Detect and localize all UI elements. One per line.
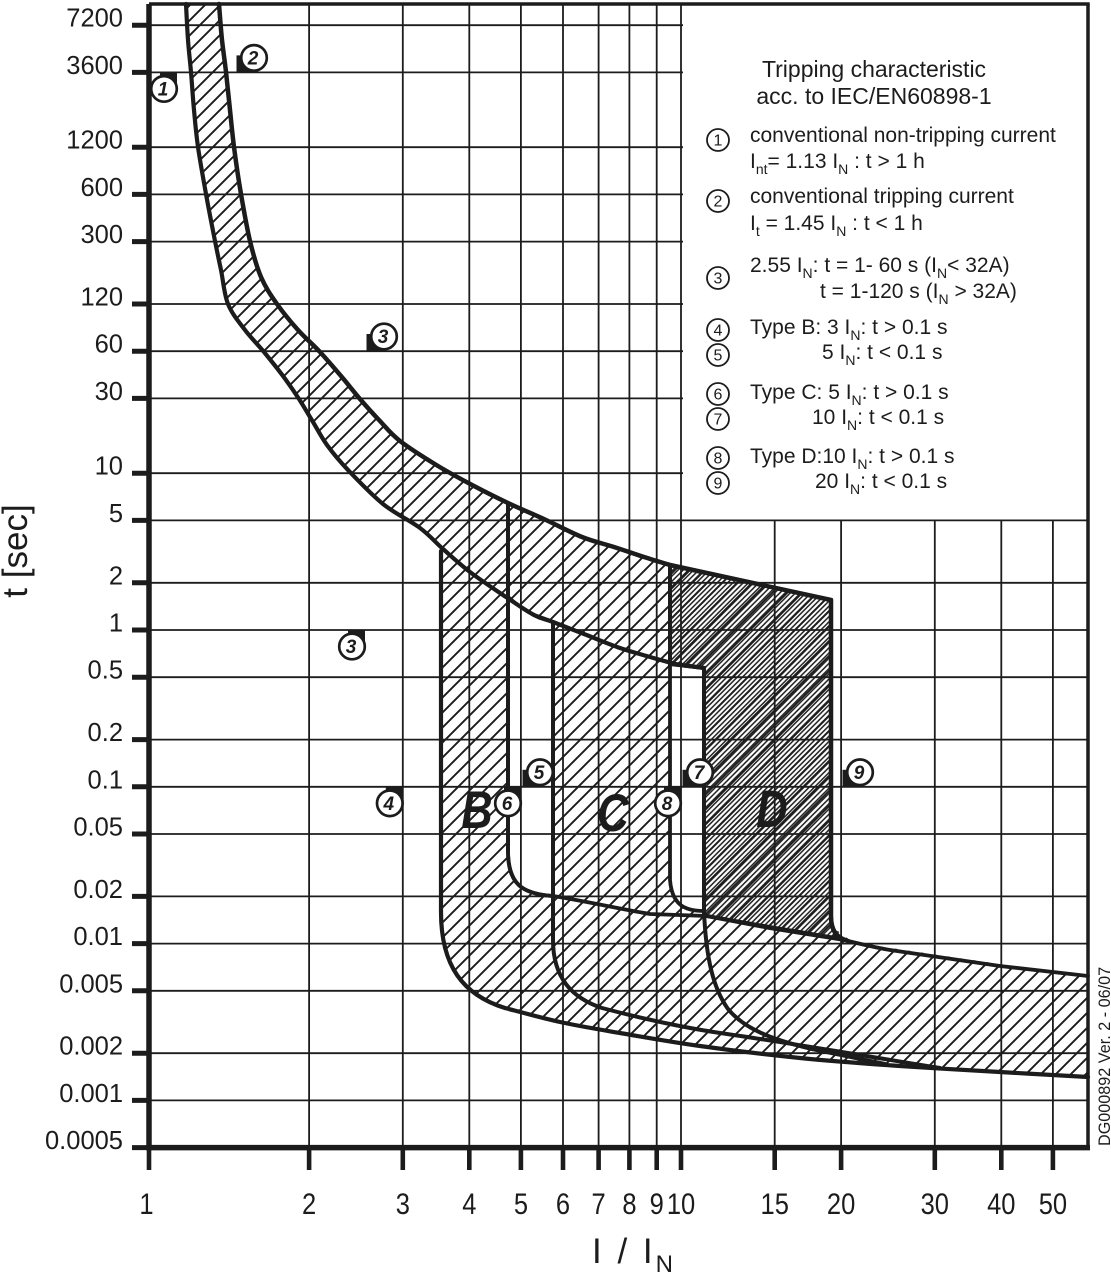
svg-text:9: 9 — [650, 1187, 664, 1220]
svg-text:D: D — [756, 780, 787, 839]
svg-text:acc. to IEC/EN60898-1: acc. to IEC/EN60898-1 — [756, 83, 991, 109]
svg-text:0.2: 0.2 — [88, 719, 123, 747]
svg-text:50: 50 — [1039, 1187, 1067, 1220]
svg-text:60: 60 — [95, 331, 123, 359]
svg-text:20: 20 — [827, 1187, 855, 1220]
svg-text:3600: 3600 — [66, 52, 123, 80]
svg-text:1: 1 — [139, 1187, 153, 1220]
svg-text:conventional non-tripping curr: conventional non-tripping current — [750, 124, 1056, 147]
svg-text:4: 4 — [383, 794, 395, 815]
svg-text:conventional tripping current: conventional tripping current — [750, 185, 1014, 208]
svg-text:3: 3 — [714, 271, 723, 288]
svg-text:7200: 7200 — [66, 5, 123, 33]
svg-text:10: 10 — [667, 1187, 695, 1220]
svg-text:6: 6 — [502, 794, 513, 815]
svg-text:30: 30 — [921, 1187, 949, 1220]
svg-text:10: 10 — [95, 453, 123, 481]
svg-text:Type B: 3 IN: t > 0.1 s: Type B: 3 IN: t > 0.1 s — [750, 316, 947, 343]
svg-text:2: 2 — [302, 1187, 316, 1220]
svg-text:DG000892 Ver. 2 - 06/07: DG000892 Ver. 2 - 06/07 — [1096, 967, 1111, 1146]
svg-text:600: 600 — [80, 174, 123, 202]
svg-text:Tripping characteristic: Tripping characteristic — [762, 56, 986, 82]
svg-text:4: 4 — [462, 1187, 476, 1220]
svg-text:1: 1 — [109, 610, 123, 638]
svg-text:1: 1 — [714, 133, 723, 150]
svg-text:5: 5 — [714, 348, 723, 365]
svg-text:t [sec]: t [sec] — [0, 504, 35, 597]
svg-text:0.01: 0.01 — [73, 923, 123, 951]
svg-text:0.005: 0.005 — [59, 970, 123, 998]
svg-text:0.0005: 0.0005 — [45, 1127, 123, 1155]
svg-text:10 IN: t < 0.1 s: 10 IN: t < 0.1 s — [812, 406, 944, 433]
svg-text:0.1: 0.1 — [88, 766, 123, 794]
svg-text:9: 9 — [854, 763, 865, 784]
svg-text:C: C — [597, 784, 629, 843]
svg-text:Int= 1.13 IN : t > 1 h: Int= 1.13 IN : t > 1 h — [750, 150, 925, 177]
svg-text:3: 3 — [378, 327, 389, 348]
svg-text:300: 300 — [80, 221, 123, 249]
svg-text:9: 9 — [714, 476, 723, 493]
svg-text:2: 2 — [109, 562, 123, 590]
svg-text:0.05: 0.05 — [73, 814, 123, 842]
svg-text:5 IN: t < 0.1 s: 5 IN: t < 0.1 s — [822, 341, 942, 368]
svg-text:15: 15 — [761, 1187, 789, 1220]
svg-text:1200: 1200 — [66, 127, 123, 155]
svg-text:0.002: 0.002 — [59, 1033, 123, 1061]
svg-text:40: 40 — [987, 1187, 1015, 1220]
svg-text:t = 1-120 s (IN > 32A): t = 1-120 s (IN > 32A) — [820, 280, 1017, 307]
svg-text:20 IN: t < 0.1 s: 20 IN: t < 0.1 s — [815, 470, 947, 497]
svg-text:7: 7 — [694, 763, 706, 784]
svg-text:3: 3 — [396, 1187, 410, 1220]
svg-text:2: 2 — [714, 194, 723, 211]
svg-text:8: 8 — [622, 1187, 636, 1220]
svg-text:7: 7 — [714, 412, 723, 429]
svg-text:7: 7 — [592, 1187, 606, 1220]
svg-text:5: 5 — [534, 763, 545, 784]
svg-text:3: 3 — [346, 637, 357, 658]
svg-text:4: 4 — [714, 323, 723, 340]
svg-text:8: 8 — [714, 451, 723, 468]
svg-text:0.02: 0.02 — [73, 876, 123, 904]
svg-text:30: 30 — [95, 378, 123, 406]
svg-text:0.5: 0.5 — [88, 657, 123, 685]
svg-text:6: 6 — [556, 1187, 570, 1220]
svg-text:1: 1 — [158, 80, 169, 101]
svg-text:120: 120 — [80, 284, 123, 312]
svg-text:8: 8 — [662, 794, 673, 815]
svg-text:B: B — [461, 781, 492, 840]
svg-text:5: 5 — [109, 500, 123, 528]
svg-text:0.001: 0.001 — [59, 1080, 123, 1108]
svg-text:2: 2 — [247, 49, 259, 70]
svg-text:Type C: 5 IN: t > 0.1 s: Type C: 5 IN: t > 0.1 s — [750, 381, 949, 408]
svg-text:6: 6 — [714, 387, 723, 404]
svg-text:5: 5 — [514, 1187, 528, 1220]
svg-text:Type D:10 IN: t > 0.1 s: Type D:10 IN: t > 0.1 s — [750, 445, 954, 472]
svg-text:2.55 IN: t = 1- 60 s (IN< 32A): 2.55 IN: t = 1- 60 s (IN< 32A) — [750, 254, 1010, 281]
